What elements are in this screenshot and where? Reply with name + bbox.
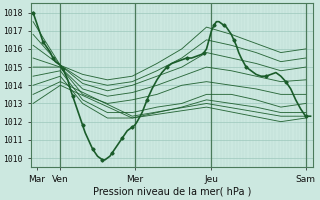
- X-axis label: Pression niveau de la mer( hPa ): Pression niveau de la mer( hPa ): [93, 187, 251, 197]
